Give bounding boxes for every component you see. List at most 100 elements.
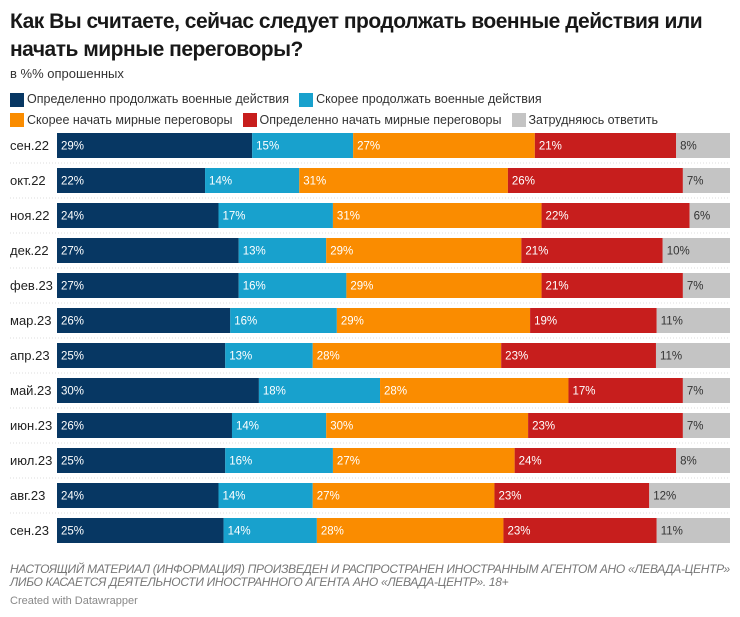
bar-segment: [57, 238, 239, 263]
data-label: 27%: [61, 246, 84, 258]
bar-segment: [528, 413, 683, 438]
data-label: 28%: [317, 351, 340, 363]
bar-segment: [312, 343, 502, 368]
legend-item: Определенно начать мирные переговоры: [242, 112, 502, 129]
data-label: 7%: [687, 281, 704, 293]
bar-segment: [223, 518, 317, 543]
legend-item: Затрудняюсь ответить: [511, 112, 659, 129]
data-label: 25%: [61, 456, 84, 468]
data-label: 14%: [236, 421, 259, 433]
bar-segment: [346, 273, 542, 298]
bar-segment: [57, 413, 232, 438]
category-label: сен.23: [10, 523, 49, 538]
data-label: 25%: [61, 351, 84, 363]
data-label: 15%: [256, 141, 279, 153]
stacked-bar-chart: сен.22 29% 15% 27% 21% 8% окт.22 22% 14% 31% 26% 7%…: [10, 133, 730, 543]
legend-swatch: [242, 113, 257, 127]
bar-segment: [521, 238, 663, 263]
bar-segment: [689, 203, 730, 228]
data-label: 26%: [61, 316, 84, 328]
bar-segment: [507, 168, 683, 193]
bar-segment: [57, 343, 226, 368]
category-label: окт.22: [10, 173, 46, 188]
data-label: 17%: [223, 211, 246, 223]
bar-segment: [503, 518, 657, 543]
data-label: 14%: [209, 176, 232, 188]
credit-link[interactable]: Created with Datawrapper: [10, 595, 138, 607]
data-label: 26%: [61, 421, 84, 433]
bar-segment: [494, 483, 650, 508]
bar-segment: [57, 378, 259, 403]
legend-item: Скорее начать мирные переговоры: [10, 112, 233, 129]
data-label: 18%: [263, 386, 286, 398]
data-label: 28%: [321, 526, 344, 538]
data-label: 6%: [694, 211, 711, 223]
legend-label: Затрудняюсь ответить: [528, 112, 659, 127]
data-label: 30%: [330, 421, 353, 433]
bar-segment: [252, 133, 354, 158]
bar-segment: [299, 168, 508, 193]
bar-segment: [682, 273, 730, 298]
bar-segment: [231, 413, 327, 438]
bar-segment: [57, 308, 231, 333]
legend-swatch: [299, 92, 314, 107]
data-label: 7%: [687, 386, 704, 398]
data-label: 7%: [687, 176, 704, 188]
data-label: 31%: [337, 211, 360, 223]
data-label: 22%: [546, 211, 569, 223]
data-label: 10%: [667, 246, 690, 258]
data-label: 29%: [330, 246, 353, 258]
data-label: 8%: [680, 456, 697, 468]
category-label: сен.22: [10, 138, 49, 153]
legend-swatch: [10, 92, 24, 107]
bar-segment: [655, 343, 730, 368]
bar-segment: [380, 378, 569, 403]
bar-segment: [326, 238, 522, 263]
data-label: 31%: [303, 176, 326, 188]
bar-segment: [316, 518, 504, 543]
bar-segment: [332, 448, 515, 473]
category-label: дек.22: [10, 243, 49, 258]
data-label: 24%: [519, 456, 542, 468]
data-label: 14%: [223, 491, 246, 503]
data-label: 26%: [512, 176, 535, 188]
bar-segment: [57, 483, 219, 508]
bar-segment: [218, 483, 313, 508]
bar-segment: [682, 413, 730, 438]
chart-subtitle: в %% опрошенных: [10, 66, 124, 81]
legend-swatch: [511, 113, 526, 127]
bar-segment: [238, 273, 347, 298]
data-label: 13%: [243, 246, 266, 258]
bar-segment: [530, 308, 657, 333]
bar-segment: [57, 203, 219, 228]
data-label: 11%: [661, 316, 683, 328]
bar-segment: [656, 518, 730, 543]
data-label: 24%: [61, 491, 84, 503]
category-label: май.23: [10, 383, 52, 398]
data-label: 24%: [61, 211, 84, 223]
data-label: 21%: [525, 246, 548, 258]
bar-segment: [662, 238, 730, 263]
data-label: 16%: [234, 316, 257, 328]
data-label: 19%: [534, 316, 557, 328]
data-label: 16%: [243, 281, 266, 293]
category-label: авг.23: [10, 488, 45, 503]
data-label: 17%: [572, 386, 595, 398]
data-label: 25%: [61, 526, 84, 538]
data-label: 13%: [229, 351, 252, 363]
bar-segment: [225, 343, 313, 368]
bar-segment: [541, 273, 683, 298]
legend: Определенно продолжать военные действия С…: [10, 91, 730, 132]
data-label: 23%: [507, 526, 530, 538]
bar-segment: [57, 448, 226, 473]
data-label: 21%: [546, 281, 569, 293]
bar-segment: [57, 273, 239, 298]
data-label: 29%: [341, 316, 364, 328]
bar-segment: [238, 238, 327, 263]
category-label: мар.23: [10, 313, 51, 328]
chart-title: Как Вы считаете, сейчас следует продолжа…: [10, 10, 703, 61]
legend-label: Скорее продолжать военные действия: [316, 92, 542, 106]
legend-label: Определенно начать мирные переговоры: [259, 112, 502, 127]
bar-segment: [57, 133, 253, 158]
bar-segment: [225, 448, 333, 473]
